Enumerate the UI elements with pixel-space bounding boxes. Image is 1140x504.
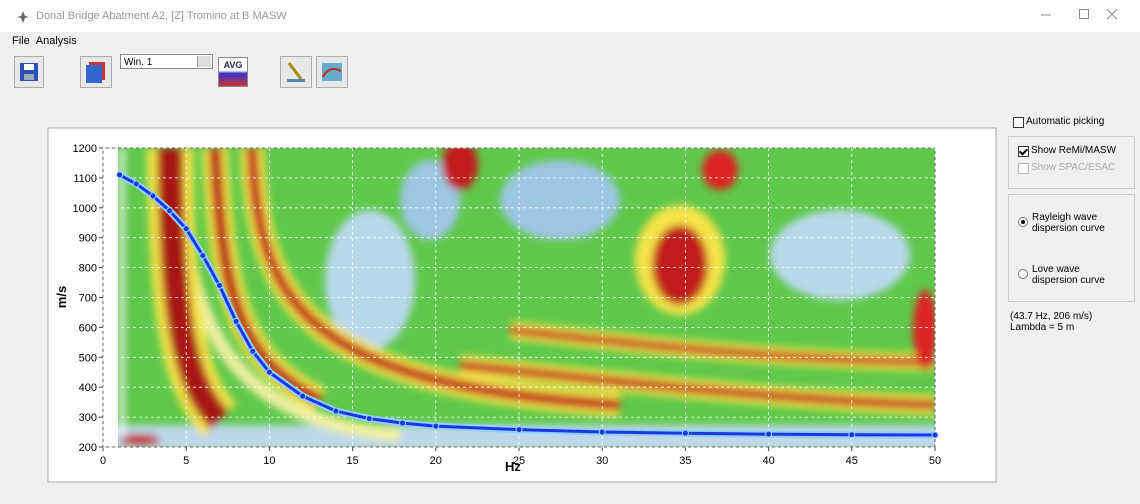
curve-point	[849, 432, 855, 438]
lambda-readout: Lambda = 5 m	[1010, 322, 1074, 333]
curve-point	[150, 193, 156, 199]
y-tick-label: 1000	[73, 203, 97, 215]
cursor-readout: (43.7 Hz, 206 m/s)	[1010, 311, 1092, 322]
curve-point	[200, 253, 206, 259]
x-tick-label: 30	[596, 455, 608, 467]
y-tick-label: 200	[79, 442, 97, 454]
curve-point	[216, 283, 222, 289]
y-tick-label: 600	[79, 322, 97, 334]
radio-label: Love wave dispersion curve	[1032, 264, 1122, 286]
y-tick-label: 400	[79, 382, 97, 394]
curve-point	[766, 431, 772, 437]
y-tick-label: 500	[79, 352, 97, 364]
x-tick-label: 5	[183, 455, 189, 467]
curve-point	[516, 427, 522, 433]
curve-point	[400, 420, 406, 426]
spectrum-image	[110, 140, 940, 450]
x-tick-label: 20	[430, 455, 442, 467]
x-tick-label: 0	[100, 455, 106, 467]
curve-point	[300, 393, 306, 399]
x-tick-label: 50	[929, 455, 941, 467]
y-tick-label: 1100	[73, 173, 97, 185]
curve-point	[433, 423, 439, 429]
x-tick-label: 40	[762, 455, 774, 467]
y-axis-label: m/s	[54, 286, 69, 308]
curve-point	[183, 226, 189, 232]
curve-point	[366, 416, 372, 422]
y-tick-label: 900	[79, 233, 97, 245]
curve-point	[266, 369, 272, 375]
curve-point	[250, 348, 256, 354]
x-axis-label: Hz	[505, 459, 521, 474]
curve-point	[682, 430, 688, 436]
x-tick-label: 15	[346, 455, 358, 467]
x-tick-label: 45	[846, 455, 858, 467]
y-tick-label: 800	[79, 263, 97, 275]
x-tick-label: 10	[263, 455, 275, 467]
app-window: Donal Bridge Abatment A2, [Z] Tromino at…	[0, 0, 1140, 504]
checkbox-label: Automatic picking	[1026, 116, 1104, 127]
x-tick-label: 35	[679, 455, 691, 467]
y-tick-label: 1200	[73, 143, 97, 155]
curve-point	[133, 181, 139, 187]
curve-point	[117, 172, 123, 178]
curve-point	[167, 208, 173, 214]
radio-label: Rayleigh wave dispersion curve	[1032, 212, 1122, 234]
curve-point	[233, 318, 239, 324]
checkbox-label: Show SPAC/ESAC	[1031, 162, 1115, 173]
curve-point	[333, 408, 339, 414]
y-tick-label: 300	[79, 412, 97, 424]
y-tick-label: 700	[79, 293, 97, 305]
curve-point	[599, 429, 605, 435]
chart: 0510152025303540455020030040050060070080…	[0, 0, 1140, 504]
curve-point	[932, 432, 938, 438]
checkbox-label: Show ReMi/MASW	[1031, 145, 1116, 156]
